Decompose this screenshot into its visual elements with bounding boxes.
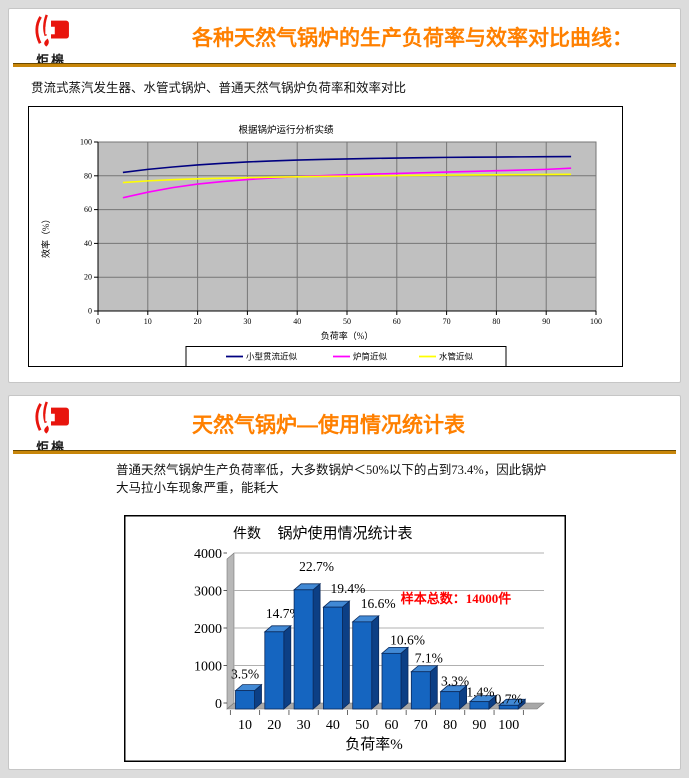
- efficiency-line-chart: 根据锅炉运行分析实绩 0 10 20 30 40 50 60 70 80 90 100 0 20 40 60 8…: [28, 106, 623, 367]
- slide-1: 炬槔 各种天然气锅炉的生产负荷率与效率对比曲线： 贯流式蒸汽发生器、水管式锅炉、…: [8, 8, 681, 383]
- x-tick-label: 10: [238, 718, 252, 733]
- flame-icon: [35, 401, 69, 434]
- y-tick-label: 100: [80, 138, 92, 147]
- bar: [235, 690, 255, 710]
- x-tick-label: 0: [96, 317, 100, 326]
- bar: [264, 631, 285, 710]
- y-tick-label: 3000: [194, 585, 222, 600]
- sample-total-annotation: 样本总数：14000件: [401, 591, 512, 606]
- x-tick-label: 80: [492, 317, 500, 326]
- y-tick-label: 40: [84, 239, 92, 248]
- x-axis-label: 负荷率%: [345, 736, 403, 753]
- bar-label: 22.7%: [299, 559, 334, 574]
- x-tick-label: 30: [297, 718, 311, 733]
- brand-logo: 炬槔: [25, 401, 77, 456]
- bar-side: [312, 582, 321, 710]
- y-axis-label: 效率（%）: [40, 215, 51, 259]
- bar-label: 7.1%: [415, 651, 443, 666]
- x-tick-label: 20: [194, 317, 202, 326]
- bar: [381, 652, 402, 710]
- flame-icon: [35, 14, 69, 47]
- legend-label: 炉筒近似: [353, 352, 388, 362]
- slide-2-body: 普通天然气锅炉生产负荷率低，大多数锅炉＜50%以下的占到73.4%，因此锅炉大马…: [116, 463, 547, 495]
- header-rule: [13, 450, 676, 454]
- x-tick-label: 10: [144, 317, 152, 326]
- bar: [410, 671, 431, 710]
- bar-label: 16.6%: [361, 596, 396, 611]
- bar-side: [283, 624, 292, 710]
- bar-label: 19.4%: [330, 581, 365, 596]
- x-tick-label: 90: [542, 317, 550, 326]
- y-axis-label: 件数: [233, 526, 261, 542]
- bar-label: 10.6%: [390, 632, 425, 647]
- bar-label: 14.7%: [266, 606, 301, 621]
- bar: [469, 701, 490, 710]
- bar: [440, 691, 461, 710]
- x-tick-label: 50: [355, 718, 369, 733]
- x-tick-label: 100: [590, 317, 602, 326]
- legend-label: 小型贯流近似: [246, 352, 298, 362]
- x-tick-label: 30: [243, 317, 251, 326]
- y-tick-label: 4000: [194, 547, 222, 562]
- y-tick-label: 0: [215, 697, 222, 712]
- series-水管近似: [122, 173, 572, 184]
- x-tick-label: 90: [472, 718, 486, 733]
- brand-logo: 炬槔: [25, 14, 77, 69]
- x-tick-label: 40: [293, 317, 301, 326]
- y-tick-label: 0: [88, 307, 92, 316]
- series-小型贯流近似: [122, 155, 572, 174]
- slide-2-title: 天然气锅炉—使用情况统计表: [192, 414, 465, 437]
- bar-label: 1.4%: [466, 685, 494, 700]
- bar-label: 3.5%: [231, 667, 259, 682]
- bar: [293, 589, 314, 710]
- slide-2: 炬槔 天然气锅炉—使用情况统计表 普通天然气锅炉生产负荷率低，大多数锅炉＜50%…: [8, 395, 681, 770]
- bar-label: 3.3%: [441, 674, 469, 689]
- bar-side: [371, 614, 380, 710]
- slide-1-title: 各种天然气锅炉的生产负荷率与效率对比曲线：: [192, 27, 633, 50]
- wall: [226, 552, 235, 710]
- x-tick-label: 70: [414, 718, 428, 733]
- bar: [322, 606, 343, 710]
- x-axis-label: 负荷率（%）: [321, 330, 374, 341]
- x-tick-label: 40: [326, 718, 340, 733]
- bar-label: 0.7%: [495, 691, 523, 706]
- slide-1-subtitle: 贯流式蒸汽发生器、水管式锅炉、普通天然气锅炉负荷率和效率对比: [31, 81, 407, 95]
- x-tick-label: 60: [385, 718, 399, 733]
- x-tick-label: 60: [393, 317, 401, 326]
- x-tick-label: 80: [443, 718, 457, 733]
- header-rule: [13, 63, 676, 67]
- chart-title: 锅炉使用情况统计表: [277, 525, 412, 542]
- bar: [498, 704, 519, 710]
- x-tick-label: 70: [443, 317, 451, 326]
- bar-side: [400, 646, 409, 710]
- x-tick-label: 50: [343, 317, 351, 326]
- y-tick-label: 60: [84, 205, 92, 214]
- bar-side: [429, 664, 438, 710]
- y-tick-label: 1000: [194, 660, 222, 675]
- x-tick-label: 20: [267, 718, 281, 733]
- bar-side: [341, 600, 350, 710]
- bar: [352, 621, 373, 710]
- y-tick-label: 2000: [194, 622, 222, 637]
- series-炉筒近似: [122, 167, 572, 199]
- legend-label: 水管近似: [439, 352, 474, 362]
- x-tick-label: 100: [498, 718, 519, 733]
- chart-title: 根据锅炉运行分析实绩: [238, 124, 334, 136]
- y-tick-label: 80: [84, 171, 92, 180]
- y-tick-label: 20: [84, 273, 92, 282]
